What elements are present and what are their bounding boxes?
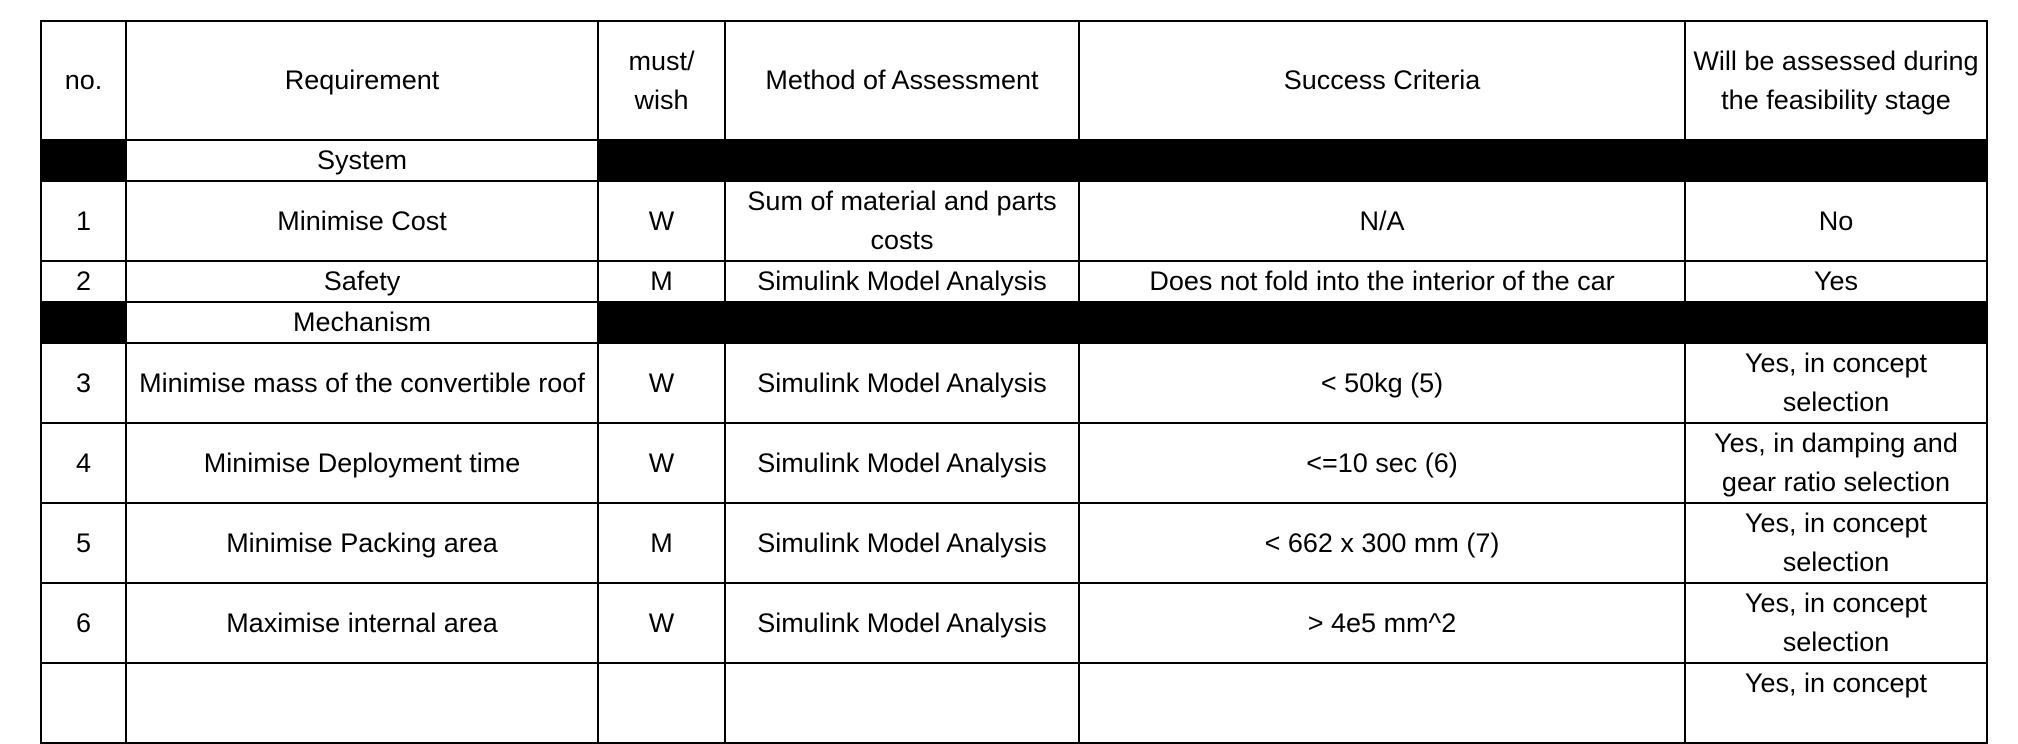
header-success-criteria: Success Criteria — [1078, 20, 1686, 141]
table-row: 3 Minimise mass of the convertible roof … — [40, 342, 1988, 424]
cell-assessed: Yes, in damping and gear ratio selection — [1684, 422, 1988, 504]
cell-must-wish: M — [597, 502, 726, 584]
table-row: 1 Minimise Cost W Sum of material and pa… — [40, 180, 1988, 262]
cell-requirement: Safety — [125, 260, 599, 303]
cell-no: 2 — [40, 260, 127, 303]
cell-assessed: Yes, in concept — [1684, 662, 1988, 744]
cell-method: Simulink Model Analysis — [724, 342, 1080, 424]
header-method: Method of Assessment — [724, 20, 1080, 141]
table-row: 5 Minimise Packing area M Simulink Model… — [40, 502, 1988, 584]
cell-success: <=10 sec (6) — [1078, 422, 1686, 504]
table-row: 6 Maximise internal area W Simulink Mode… — [40, 582, 1988, 664]
cell-assessed: Yes, in concept selection — [1684, 582, 1988, 664]
section-row-system: System — [40, 139, 1988, 182]
header-assessed: Will be assessed during the feasibility … — [1684, 20, 1988, 141]
section-filler — [1078, 139, 1686, 182]
cell-method: Simulink Model Analysis — [724, 422, 1080, 504]
cell-requirement: Minimise Packing area — [125, 502, 599, 584]
cell-method: Simulink Model Analysis — [724, 260, 1080, 303]
cell-success — [1078, 662, 1686, 744]
cell-must-wish: W — [597, 180, 726, 262]
cell-method: Sum of material and parts costs — [724, 180, 1080, 262]
cell-must-wish: W — [597, 582, 726, 664]
cell-must-wish: W — [597, 422, 726, 504]
cell-no: 1 — [40, 180, 127, 262]
cell-success: N/A — [1078, 180, 1686, 262]
section-filler — [597, 139, 726, 182]
section-filler — [1078, 301, 1686, 344]
section-title: Mechanism — [125, 301, 599, 344]
cell-no — [40, 662, 127, 744]
cell-success: Does not fold into the interior of the c… — [1078, 260, 1686, 303]
cell-requirement: Minimise Cost — [125, 180, 599, 262]
cell-success: < 50kg (5) — [1078, 342, 1686, 424]
requirements-table: no. Requirement must/ wish Method of Ass… — [40, 20, 1988, 744]
section-filler — [1684, 139, 1988, 182]
cell-success: < 662 x 300 mm (7) — [1078, 502, 1686, 584]
cell-requirement: Minimise Deployment time — [125, 422, 599, 504]
section-filler — [40, 301, 127, 344]
section-filler — [724, 139, 1080, 182]
section-filler — [40, 139, 127, 182]
table-row: 2 Safety M Simulink Model Analysis Does … — [40, 260, 1988, 303]
cell-assessed: Yes — [1684, 260, 1988, 303]
cell-method: Simulink Model Analysis — [724, 582, 1080, 664]
cell-no: 3 — [40, 342, 127, 424]
section-row-mechanism: Mechanism — [40, 301, 1988, 344]
cell-assessed: Yes, in concept selection — [1684, 342, 1988, 424]
table-row: 4 Minimise Deployment time W Simulink Mo… — [40, 422, 1988, 504]
cell-method — [724, 662, 1080, 744]
cell-no: 5 — [40, 502, 127, 584]
section-filler — [597, 301, 726, 344]
cell-assessed: Yes, in concept selection — [1684, 502, 1988, 584]
cell-must-wish: W — [597, 342, 726, 424]
header-row: no. Requirement must/ wish Method of Ass… — [40, 20, 1988, 141]
cell-must-wish: M — [597, 260, 726, 303]
header-must-wish: must/ wish — [597, 20, 726, 141]
section-filler — [1684, 301, 1988, 344]
cell-requirement: Maximise internal area — [125, 582, 599, 664]
cell-method: Simulink Model Analysis — [724, 502, 1080, 584]
cell-requirement: Minimise mass of the convertible roof — [125, 342, 599, 424]
cell-must-wish — [597, 662, 726, 744]
cell-requirement — [125, 662, 599, 744]
cell-success: > 4e5 mm^2 — [1078, 582, 1686, 664]
header-no: no. — [40, 20, 127, 141]
cell-no: 4 — [40, 422, 127, 504]
cell-assessed: No — [1684, 180, 1988, 262]
header-requirement: Requirement — [125, 20, 599, 141]
cell-no: 6 — [40, 582, 127, 664]
table-row-partial: Yes, in concept — [40, 662, 1988, 744]
section-title: System — [125, 139, 599, 182]
section-filler — [724, 301, 1080, 344]
